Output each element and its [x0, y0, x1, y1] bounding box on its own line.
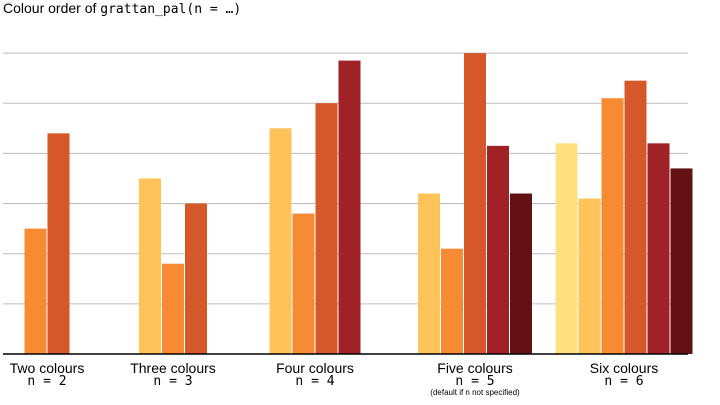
group-name: Six colours: [589, 360, 659, 376]
chart-title-code: grattan_pal(n = …): [100, 2, 242, 17]
bar: [624, 80, 647, 355]
bar: [269, 128, 292, 354]
group-n-label: n = 3: [153, 374, 193, 389]
bar: [464, 53, 486, 354]
group-n-label: n = 5: [455, 374, 495, 389]
x-axis-group-label: Six colours n = 6: [554, 360, 694, 389]
group-note: (default if n not specified): [430, 388, 520, 397]
bar: [292, 213, 315, 354]
bar: [162, 263, 184, 354]
bar: [670, 168, 693, 354]
group-n-label: n = 4: [295, 374, 335, 389]
bar: [24, 228, 47, 354]
group-name: Five colours: [437, 360, 513, 376]
bar: [487, 145, 509, 354]
chart-title: Colour order of grattan_pal(n = …): [3, 0, 241, 17]
bar: [315, 103, 338, 354]
bar: [555, 143, 578, 354]
x-axis-group-label: Five colours n = 5 (default if n not speci…: [405, 360, 545, 398]
bar: [139, 178, 161, 354]
x-axis-group-label: Two colours n = 2: [0, 360, 117, 389]
bar: [338, 60, 361, 354]
group-name: Four colours: [276, 360, 354, 376]
x-axis-group-label: Three colours n = 3: [103, 360, 243, 389]
bar: [510, 193, 532, 354]
bar: [601, 98, 624, 354]
x-axis-group-label: Four colours n = 4: [245, 360, 385, 389]
bar: [47, 133, 70, 354]
group-n-label: n = 6: [604, 374, 644, 389]
chart-title-prefix: Colour order of: [3, 0, 101, 16]
group-n-label: n = 2: [27, 374, 67, 389]
bar: [578, 198, 601, 354]
group-name: Two colours: [9, 360, 85, 376]
bar: [418, 193, 440, 354]
group-name: Three colours: [130, 360, 216, 376]
bar: [647, 143, 670, 354]
bars: [24, 53, 693, 355]
bar: [185, 203, 207, 354]
bar: [441, 248, 463, 354]
